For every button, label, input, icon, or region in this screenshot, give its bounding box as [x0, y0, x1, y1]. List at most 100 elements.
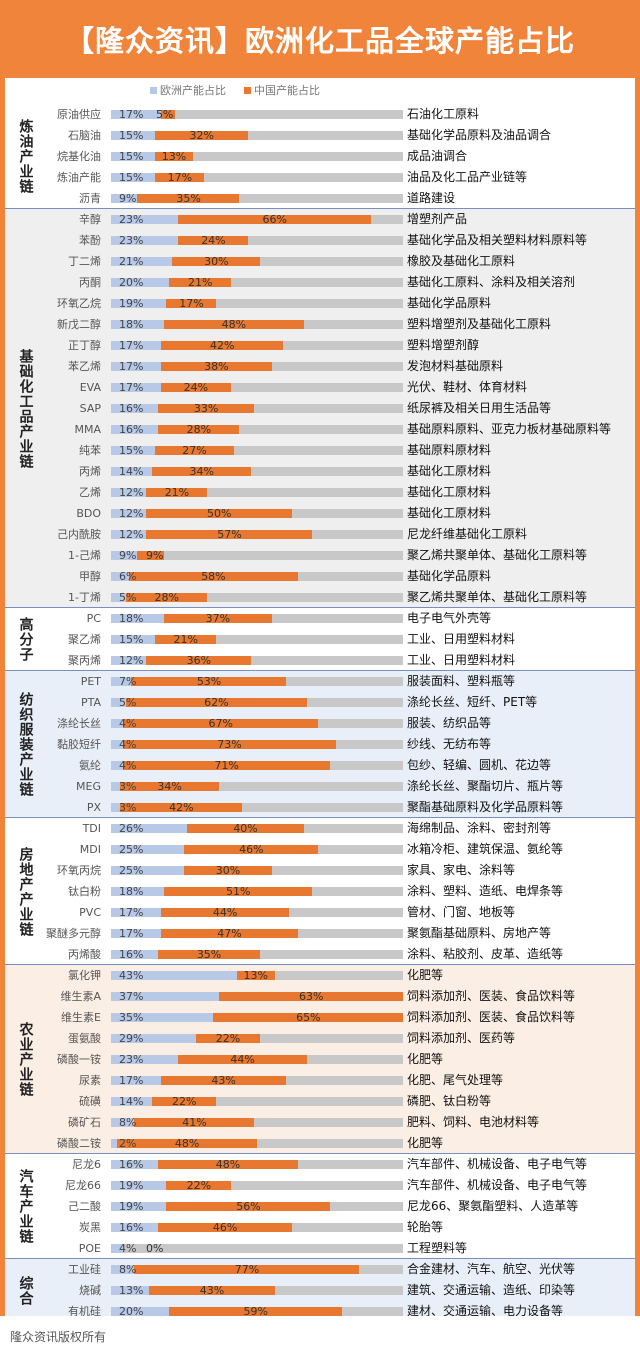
- product-name: 维生素A: [60, 990, 101, 1003]
- bar-cn: [186, 824, 304, 833]
- label-cn: 21%: [188, 276, 213, 289]
- bar-cn: [151, 467, 252, 476]
- product-use: 增塑剂产品: [407, 212, 468, 226]
- bar-eu: [111, 131, 155, 140]
- bar-cn: [166, 1181, 231, 1190]
- label-cn: 28%: [154, 591, 179, 604]
- bar-eu: [111, 1286, 149, 1295]
- chart-row: 甲醇 6% 58% 基础化学品原料: [0, 566, 640, 587]
- chart-row: 氯化钾 43% 13% 化肥等: [0, 965, 640, 986]
- legend-label-cn: 中国产能占比: [254, 84, 320, 97]
- copyright-text: 隆众资讯版权所有: [10, 1330, 107, 1344]
- product-name: 聚乙烯: [68, 633, 101, 646]
- label-cn: 24%: [183, 381, 209, 394]
- chart-row: 炼油产能 15% 17% 油品及化工品产业链等: [0, 167, 640, 188]
- label-eu: 23%: [119, 213, 144, 226]
- label-eu: 15%: [119, 129, 144, 142]
- group-label: 高分子: [5, 608, 45, 671]
- label-eu: 16%: [119, 423, 144, 436]
- bar-eu: [111, 950, 158, 959]
- group-label-text: 房地产产业链: [17, 846, 34, 937]
- bar-track: [111, 551, 403, 560]
- bar-eu: [111, 404, 158, 413]
- chart-row: 氨纶 4% 71% 包纱、轻编、圆机、花边等: [0, 755, 640, 776]
- label-cn: 44%: [212, 906, 238, 919]
- bar-eu: [111, 1118, 135, 1127]
- label-cn: 63%: [299, 990, 324, 1003]
- label-eu: 18%: [119, 885, 144, 898]
- bar-eu: [111, 194, 138, 203]
- product-name: EVA: [79, 381, 101, 394]
- chart-row: 有机硅 20% 59% 建材、交通运输、电力设备等: [0, 1301, 640, 1322]
- label-cn: 71%: [214, 759, 239, 772]
- label-cn: 56%: [236, 1200, 261, 1213]
- chart-row: 聚醚多元醇 17% 47% 聚氨酯基础原料、房地产等: [0, 923, 640, 944]
- bar-eu: [111, 530, 147, 539]
- product-use: 涂料、粘胶剂、皮革、造纸等: [407, 947, 564, 961]
- group-label: 农业产业链: [5, 965, 45, 1154]
- bar-cn: [178, 215, 371, 224]
- product-name: 新戊二醇: [57, 318, 101, 331]
- group-label-text: 综合: [17, 1275, 34, 1306]
- bar-track: [111, 299, 403, 308]
- label-eu: 35%: [119, 1011, 144, 1024]
- label-cn: 37%: [205, 612, 231, 625]
- bar-track: [111, 404, 403, 413]
- product-name: 己二酸: [68, 1200, 101, 1213]
- label-eu: 17%: [119, 360, 144, 373]
- product-use: 涤纶长丝、短纤、PET等: [407, 695, 538, 709]
- product-use: 合金建材、汽车、航空、光伏等: [407, 1262, 576, 1276]
- product-name: 苯酚: [79, 234, 101, 247]
- bar-eu: [111, 551, 138, 560]
- label-eu: 12%: [119, 486, 144, 499]
- product-use: 发泡材料基础原料: [407, 359, 504, 373]
- bar-cn: [160, 908, 290, 917]
- label-eu: 7%: [119, 675, 137, 688]
- bar-track: [111, 782, 403, 791]
- label-cn: 22%: [215, 1032, 241, 1045]
- label-eu: 15%: [119, 171, 144, 184]
- group-label-text: 农业产业链: [17, 1022, 34, 1097]
- label-eu: 5%: [119, 696, 137, 709]
- label-eu: 17%: [119, 927, 144, 940]
- bar-eu: [111, 1307, 170, 1316]
- bar-track: [111, 803, 403, 812]
- bar-cn: [125, 698, 307, 707]
- product-name: MDI: [79, 843, 101, 856]
- bar-cn: [172, 257, 260, 266]
- bar-eu: [111, 1181, 167, 1190]
- group-label-text: 炼油产业链: [17, 119, 34, 194]
- product-name: SAP: [79, 402, 101, 415]
- group-label: 综合: [5, 1259, 45, 1322]
- product-name: 尼龙6: [72, 1158, 101, 1171]
- label-cn: 24%: [201, 234, 226, 247]
- group-divider: [5, 670, 635, 671]
- label-cn: 0%: [146, 1242, 164, 1255]
- product-use: 涂料、塑料、造纸、电焊条等: [407, 884, 564, 898]
- chart-row: 新戊二醇 18% 48% 塑料增塑剂及基础化工原料: [0, 314, 640, 335]
- label-eu: 18%: [119, 318, 144, 331]
- product-use: 轮胎等: [407, 1220, 444, 1234]
- bar-cn: [160, 341, 284, 350]
- bar-track: [111, 1139, 403, 1148]
- group-divider: [5, 1258, 635, 1259]
- bar-eu: [111, 383, 161, 392]
- bar-cn: [119, 803, 243, 812]
- label-cn: 65%: [296, 1011, 321, 1024]
- chart-row: 聚丙烯 12% 36% 工业、日用塑料材料: [0, 650, 640, 671]
- product-name: 丙烯酸: [68, 948, 101, 961]
- label-eu: 9%: [119, 192, 137, 205]
- product-use: 基础化学品及相关塑料材料原料等: [407, 233, 588, 247]
- product-use: 海绵制品、涂料、密封剂等: [407, 821, 552, 835]
- bar-cn: [195, 1034, 260, 1043]
- bar-cn: [160, 929, 298, 938]
- chart-row: 钛白粉 18% 51% 涂料、塑料、造纸、电焊条等: [0, 881, 640, 902]
- label-cn: 40%: [233, 822, 258, 835]
- product-use: 塑料增塑剂及基础化工原料: [407, 317, 552, 331]
- group-label-text: 纺织服装产业链: [17, 692, 34, 797]
- label-cn: 43%: [199, 1284, 225, 1297]
- product-name: 丙烯: [79, 465, 101, 478]
- bar-cn: [151, 1097, 217, 1106]
- bar-cn: [119, 782, 220, 791]
- product-name: 聚醚多元醇: [46, 927, 101, 940]
